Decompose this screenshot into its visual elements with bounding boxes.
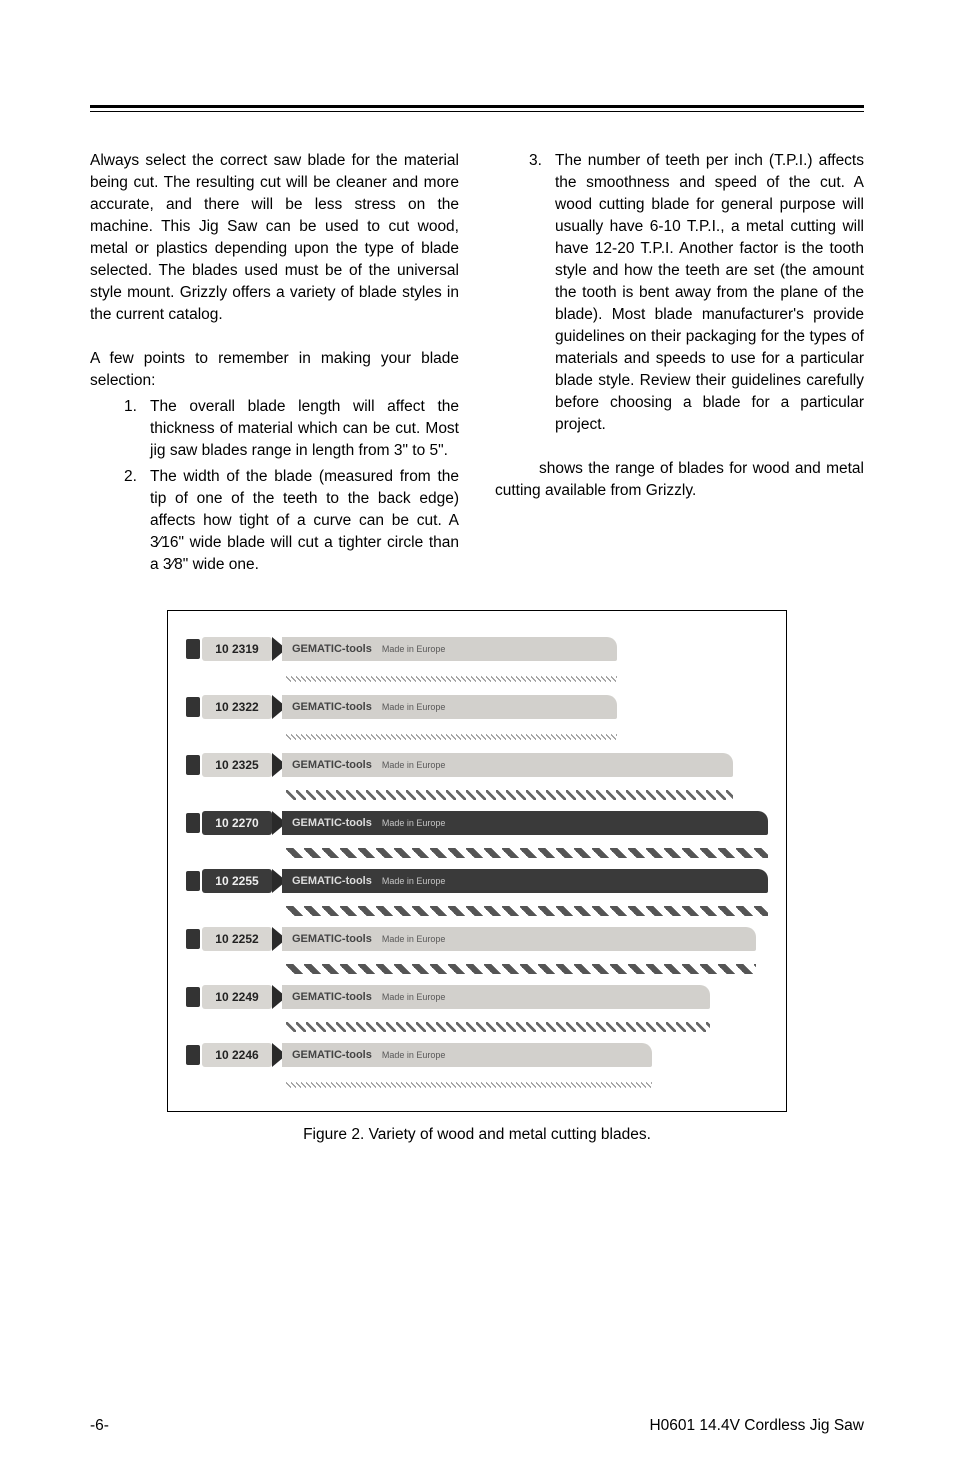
blade-brand: GEMATIC-tools (292, 643, 372, 655)
list-number: 1. (124, 396, 137, 418)
blade-origin: Made in Europe (382, 702, 446, 712)
closing-paragraph: shows the range of blades for wood and m… (495, 458, 864, 502)
blade-teeth (286, 1080, 652, 1090)
blade-row: 10 2322 GEMATIC-tools Made in Europe (186, 693, 768, 735)
blade: 10 2252 GEMATIC-tools Made in Europe (186, 925, 756, 953)
blade-shank (186, 987, 200, 1007)
blade-code-tab: 10 2325 (202, 753, 272, 777)
list-item: 1. The overall blade length will affect … (124, 396, 459, 462)
blade-teeth (286, 964, 756, 974)
blade-code-tab: 10 2322 (202, 695, 272, 719)
blade-brand: GEMATIC-tools (292, 759, 372, 771)
rule-thin (90, 111, 864, 112)
blade-body: GEMATIC-tools Made in Europe (282, 869, 768, 893)
list-number: 3. (529, 150, 542, 172)
figure-box: 10 2319GEMATIC-toolsMade in Europe10 232… (167, 610, 787, 1112)
list-item: 2. The width of the blade (measured from… (124, 466, 459, 576)
blade-teeth (286, 1022, 710, 1032)
blade-body: GEMATIC-tools Made in Europe (282, 695, 617, 719)
blade-row: 10 2255 GEMATIC-tools Made in Europe (186, 867, 768, 909)
blade-brand: GEMATIC-tools (292, 817, 372, 829)
blade-row: 10 2249 GEMATIC-tools Made in Europe (186, 983, 768, 1025)
figure-wrap: 10 2319GEMATIC-toolsMade in Europe10 232… (90, 610, 864, 1144)
blade-row: 10 2325 GEMATIC-tools Made in Europe (186, 751, 768, 793)
blade: 10 2325 GEMATIC-tools Made in Europe (186, 751, 733, 779)
blade-shank (186, 639, 200, 659)
list-text: The width of the blade (measured from th… (150, 468, 459, 573)
blade-brand: GEMATIC-tools (292, 701, 372, 713)
blade: 10 2246 GEMATIC-tools Made in Europe (186, 1041, 652, 1069)
blade-shank (186, 871, 200, 891)
blade-shank (186, 697, 200, 717)
selection-list-right: 3. The number of teeth per inch (T.P.I.)… (495, 150, 864, 436)
blade-notch (272, 927, 282, 951)
blade-notch (272, 637, 282, 661)
figure-caption: Figure 2. Variety of wood and metal cutt… (90, 1126, 864, 1144)
selection-list-left: 1. The overall blade length will affect … (90, 396, 459, 576)
blade-notch (272, 1043, 282, 1067)
blade-teeth (286, 674, 617, 684)
blade-teeth (286, 906, 768, 916)
blade-teeth (286, 790, 733, 800)
list-item: 3. The number of teeth per inch (T.P.I.)… (529, 150, 864, 436)
blade-notch (272, 811, 282, 835)
blade: 10 2270 GEMATIC-tools Made in Europe (186, 809, 768, 837)
rule-thick (90, 105, 864, 108)
left-column: Always select the correct saw blade for … (90, 150, 459, 580)
blade-row: 10 2319 GEMATIC-tools Made in Europe (186, 635, 768, 677)
blade-code-tab: 10 2246 (202, 1043, 272, 1067)
blade-origin: Made in Europe (382, 934, 446, 944)
blade-code-tab: 10 2249 (202, 985, 272, 1009)
list-text: The overall blade length will affect the… (150, 398, 459, 459)
blade-code-tab: 10 2255 (202, 869, 272, 893)
blade-shank (186, 1045, 200, 1065)
doc-title: H0601 14.4V Cordless Jig Saw (649, 1417, 864, 1435)
list-text: The number of teeth per inch (T.P.I.) af… (555, 152, 864, 433)
intro-paragraph: Always select the correct saw blade for … (90, 150, 459, 326)
blade-shank (186, 755, 200, 775)
blade-notch (272, 985, 282, 1009)
blade-body: GEMATIC-tools Made in Europe (282, 985, 710, 1009)
blade-body: GEMATIC-tools Made in Europe (282, 753, 733, 777)
blade-brand: GEMATIC-tools (292, 991, 372, 1003)
blade: 10 2319 GEMATIC-tools Made in Europe (186, 635, 617, 663)
page-footer: -6- H0601 14.4V Cordless Jig Saw (90, 1417, 864, 1435)
blade-shank (186, 813, 200, 833)
blade-origin: Made in Europe (382, 1050, 446, 1060)
blade-notch (272, 753, 282, 777)
blade-origin: Made in Europe (382, 644, 446, 654)
blade-origin: Made in Europe (382, 818, 446, 828)
blade-row: 10 2246 GEMATIC-tools Made in Europe (186, 1041, 768, 1083)
blade-origin: Made in Europe (382, 876, 446, 886)
blade-brand: GEMATIC-tools (292, 1049, 372, 1061)
blade-body: GEMATIC-tools Made in Europe (282, 1043, 652, 1067)
list-intro: A few points to remember in making your … (90, 348, 459, 392)
blade-origin: Made in Europe (382, 992, 446, 1002)
page-number: -6- (90, 1417, 109, 1435)
blade-body: GEMATIC-tools Made in Europe (282, 811, 768, 835)
blade-code-tab: 10 2252 (202, 927, 272, 951)
blade: 10 2322 GEMATIC-tools Made in Europe (186, 693, 617, 721)
blade-row: 10 2270 GEMATIC-tools Made in Europe (186, 809, 768, 851)
blade: 10 2249 GEMATIC-tools Made in Europe (186, 983, 710, 1011)
blade-teeth (286, 848, 768, 858)
list-number: 2. (124, 466, 137, 488)
blade-notch (272, 869, 282, 893)
blade-body: GEMATIC-tools Made in Europe (282, 637, 617, 661)
blade-row: 10 2252 GEMATIC-tools Made in Europe (186, 925, 768, 967)
blade-notch (272, 695, 282, 719)
blade-code-tab: 10 2270 (202, 811, 272, 835)
blade-shank (186, 929, 200, 949)
blade-brand: GEMATIC-tools (292, 933, 372, 945)
right-column: 3. The number of teeth per inch (T.P.I.)… (495, 150, 864, 580)
blade-brand: GEMATIC-tools (292, 875, 372, 887)
blade: 10 2255 GEMATIC-tools Made in Europe (186, 867, 768, 895)
blade-teeth (286, 732, 617, 742)
blade-origin: Made in Europe (382, 760, 446, 770)
blade-code-tab: 10 2319 (202, 637, 272, 661)
blade-body: GEMATIC-tools Made in Europe (282, 927, 756, 951)
two-column-body: Always select the correct saw blade for … (90, 150, 864, 580)
